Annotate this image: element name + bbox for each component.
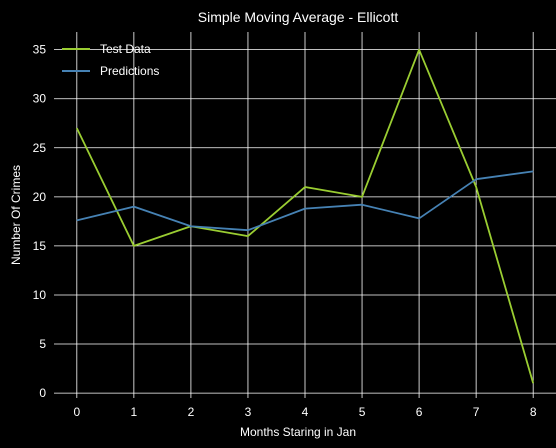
legend-label: Predictions — [100, 64, 159, 78]
x-tick-label: 2 — [188, 405, 195, 419]
chart-title: Simple Moving Average - Ellicott — [198, 9, 399, 25]
y-tick-label: 20 — [33, 190, 47, 204]
axes: 0 1 2 3 4 5 6 7 8 0 5 10 15 20 25 30 35 — [33, 43, 537, 419]
y-tick-label: 25 — [33, 141, 47, 155]
x-tick-label: 0 — [73, 405, 80, 419]
grid — [54, 32, 556, 398]
x-axis-label: Months Staring in Jan — [240, 425, 356, 439]
y-tick-label: 0 — [39, 386, 46, 400]
x-tick-label: 5 — [359, 405, 366, 419]
series-layer — [76, 48, 535, 384]
y-tick-label: 35 — [33, 43, 47, 57]
series-line-predictions — [76, 170, 534, 232]
x-tick-label: 6 — [416, 405, 423, 419]
y-tick-label: 30 — [33, 92, 47, 106]
y-tick-label: 5 — [39, 337, 46, 351]
x-tick-label: 3 — [245, 405, 252, 419]
x-tick-label: 7 — [473, 405, 480, 419]
x-tick-label: 8 — [530, 405, 537, 419]
legend-label: Test Data — [100, 42, 151, 56]
y-axis-label: Number Of Crimes — [9, 165, 23, 265]
x-tick-label: 1 — [131, 405, 138, 419]
x-tick-label: 4 — [302, 405, 309, 419]
y-tick-label: 10 — [33, 288, 47, 302]
series-line-test-data — [76, 48, 535, 384]
y-tick-label: 15 — [33, 239, 47, 253]
legend: Test Data Predictions — [62, 42, 159, 78]
